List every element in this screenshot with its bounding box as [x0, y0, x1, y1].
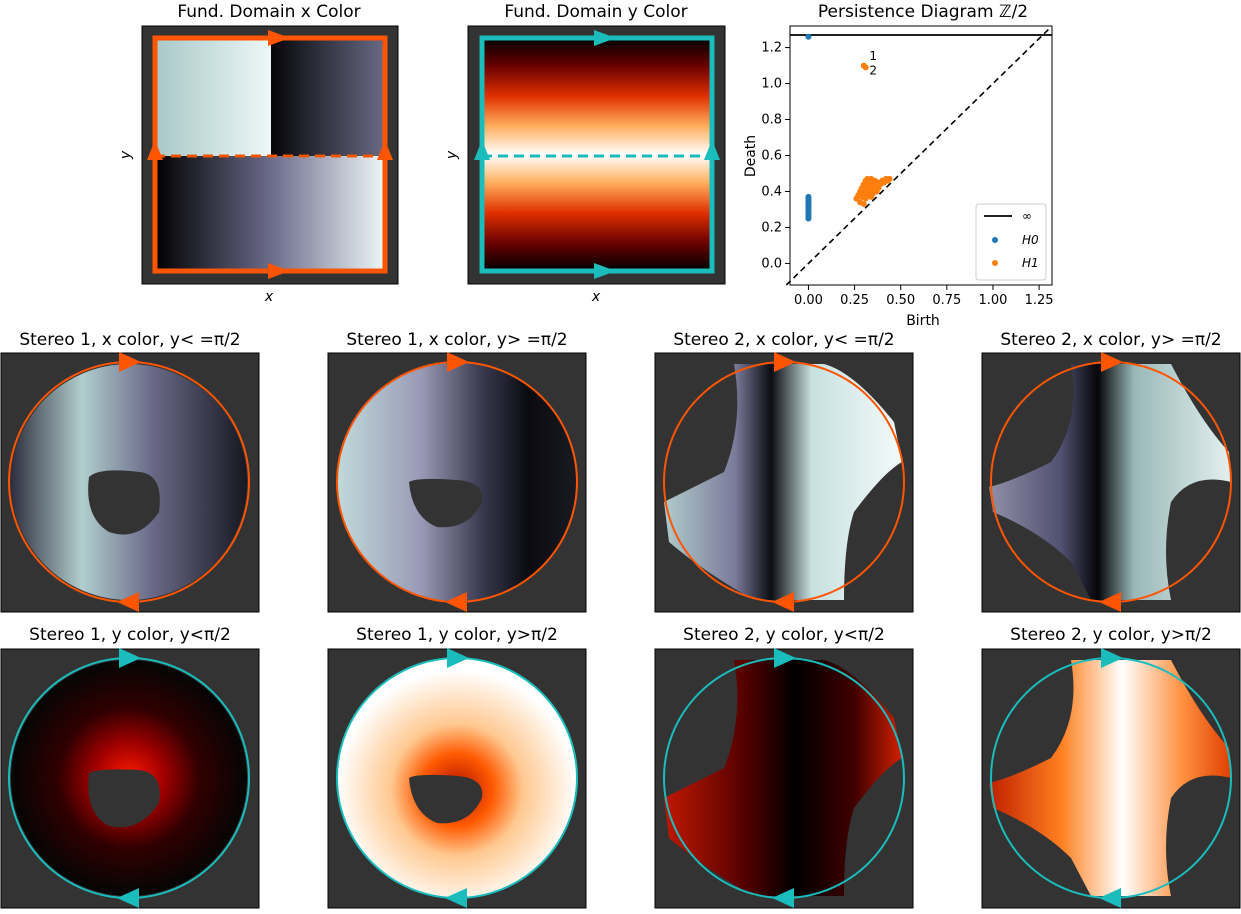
stereo-arrow-bottom-1 — [117, 592, 139, 612]
stereo-arrow-bottom-7 — [772, 888, 794, 908]
stereo-band-8 — [989, 660, 1231, 896]
stereo-panel-1: Stereo 1, x color, y< =π/2 — [0, 330, 260, 613]
persistence-diagram: Persistence Diagram ℤ/2 0.00 0.25 0.50 0.75… — [743, 2, 1054, 329]
pd-legend-h1: H1 — [1022, 256, 1039, 270]
stereo-hole-2 — [409, 478, 483, 528]
stereo-arrow-top-1 — [119, 352, 141, 372]
fund-x-top-left — [155, 38, 271, 156]
fund-x-top-right — [271, 38, 385, 156]
fund-x-bottom — [155, 156, 385, 271]
pd-legend: ∞ H0 H1 — [975, 203, 1047, 281]
pd-xtick-label: 0.75 — [932, 293, 961, 308]
stereo-arrow-top-5 — [119, 648, 141, 668]
pd-annotation-1: 1 — [869, 49, 877, 63]
stereo-arrow-bottom-4 — [1099, 592, 1121, 612]
stereo-panel-7: Stereo 2, y color, y<π/2 — [654, 625, 914, 909]
fund-x-arrow-left — [147, 140, 163, 160]
pd-legend-h0-marker — [992, 237, 998, 243]
stereo-hole-1 — [88, 470, 160, 535]
fund-y-ylabel: y — [444, 150, 460, 160]
stereo-arrow-top-3 — [774, 352, 796, 372]
pd-ticks: 0.00 0.25 0.50 0.75 1.00 1.25 0.0 0.2 0.4 0.6 0.8 1… — [761, 41, 1053, 308]
pd-legend-h1-marker — [992, 260, 998, 266]
fund-x-arrow-bottom — [268, 263, 290, 279]
stereo-band-4 — [989, 364, 1231, 600]
stereo-arrow-top-6 — [447, 648, 469, 668]
pd-xtick-label: 1.25 — [1025, 293, 1054, 308]
stereo-title-8: Stereo 2, y color, y>π/2 — [1010, 625, 1212, 645]
pd-point-h1 — [860, 201, 867, 208]
stereo-arrow-top-7 — [774, 648, 796, 668]
pd-ytick-label: 1.2 — [761, 41, 782, 56]
stereo-arrow-bottom-3 — [772, 592, 794, 612]
stereo-panel-5: Stereo 1, y color, y<π/2 — [0, 625, 260, 909]
stereo-arrow-bottom-8 — [1099, 888, 1121, 908]
stereo-panel-8: Stereo 2, y color, y>π/2 — [981, 625, 1241, 909]
pd-xtick-label: 0.25 — [840, 293, 869, 308]
stereo-hole-5 — [88, 769, 160, 828]
stereo-panel-6: Stereo 1, y color, y>π/2 — [327, 625, 587, 909]
fund-y-xlabel: x — [591, 289, 601, 305]
stereo-title-2: Stereo 1, x color, y> =π/2 — [346, 330, 567, 350]
pd-point-h0 — [805, 215, 812, 222]
pd-title: Persistence Diagram ℤ/2 — [818, 2, 1028, 22]
stereo-title-6: Stereo 1, y color, y>π/2 — [356, 625, 558, 645]
stereo-panel-2: Stereo 1, x color, y> =π/2 — [327, 330, 587, 613]
pd-ytick-label: 0.4 — [761, 184, 782, 199]
pd-xtick-label: 0.00 — [794, 293, 823, 308]
pd-point-h0 — [805, 33, 812, 40]
fund-domain-y-panel: Fund. Domain y Color x y — [444, 2, 726, 305]
stereo-title-7: Stereo 2, y color, y<π/2 — [683, 625, 885, 645]
pd-points — [805, 33, 893, 222]
stereo-arrow-bottom-2 — [445, 592, 467, 612]
fund-y-title: Fund. Domain y Color — [504, 2, 687, 22]
pd-annotation-2: 2 — [869, 64, 877, 78]
pd-legend-h0: H0 — [1022, 233, 1039, 247]
stereo-title-4: Stereo 2, x color, y> =π/2 — [1000, 330, 1221, 350]
pd-ytick-label: 0.8 — [761, 113, 782, 128]
stereo-panel-3: Stereo 2, x color, y< =π/2 — [654, 330, 914, 613]
fund-y-arrow-right — [704, 140, 720, 160]
stereo-title-5: Stereo 1, y color, y<π/2 — [29, 625, 231, 645]
stereo-arrow-top-8 — [1101, 648, 1123, 668]
fund-y-arrow-left — [474, 140, 490, 160]
stereo-title-1: Stereo 1, x color, y< =π/2 — [19, 330, 240, 350]
fund-x-ylabel: y — [118, 150, 134, 160]
stereo-band-3 — [664, 364, 902, 600]
fund-y-arrow-top — [594, 30, 616, 46]
pd-diagonal — [785, 25, 1053, 286]
stereo-arrow-bottom-5 — [117, 888, 139, 908]
stereo-arrow-top-4 — [1101, 352, 1123, 372]
pd-xtick-label: 0.50 — [886, 293, 915, 308]
fund-x-title: Fund. Domain x Color — [177, 2, 360, 22]
stereo-title-3: Stereo 2, x color, y< =π/2 — [673, 330, 894, 350]
stereo-band-7 — [664, 660, 902, 896]
pd-frame — [789, 25, 1053, 286]
pd-point-h1 — [862, 64, 869, 71]
stereo-hole-6 — [409, 774, 483, 824]
fund-x-xlabel: x — [264, 289, 274, 305]
stereo-arrow-bottom-6 — [445, 888, 467, 908]
pd-xtick-label: 1.00 — [978, 293, 1007, 308]
pd-point-h1 — [886, 175, 893, 182]
pd-legend-inf: ∞ — [1022, 209, 1032, 223]
fund-x-arrow-right — [377, 140, 393, 160]
pd-xlabel: Birth — [906, 313, 940, 329]
stereo-arrow-top-2 — [447, 352, 469, 372]
pd-ylabel: Death — [743, 135, 759, 177]
fund-x-arrow-top — [268, 30, 290, 46]
stereo-panel-4: Stereo 2, x color, y> =π/2 — [981, 330, 1241, 613]
pd-ytick-label: 0.0 — [761, 256, 782, 271]
pd-ytick-label: 0.6 — [761, 149, 782, 164]
pd-ytick-label: 1.0 — [761, 77, 782, 92]
fund-y-arrow-bottom — [594, 263, 616, 279]
pd-ytick-label: 0.2 — [761, 220, 782, 235]
fund-domain-x-panel: Fund. Domain x Color x y — [118, 2, 399, 305]
